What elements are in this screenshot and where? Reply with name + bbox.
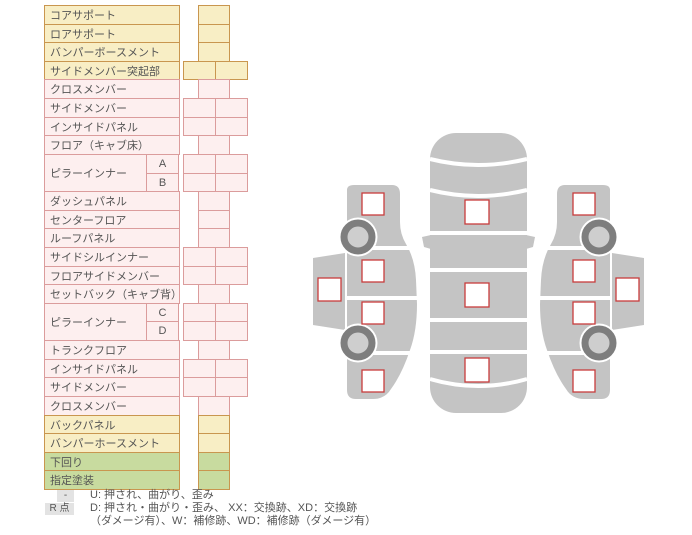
part-label: サイドシルインナー [44, 247, 180, 267]
hood-line [429, 188, 528, 198]
part-sublabel: D [146, 321, 179, 341]
right-rear-door-marker[interactable] [572, 301, 596, 325]
front-bumper-line [429, 157, 528, 167]
part-label: サイドメンバー [44, 377, 180, 397]
value-cell[interactable] [198, 228, 230, 248]
left-front-door-marker[interactable] [361, 259, 385, 283]
legend-text: U: 押され、曲がり、歪み [90, 489, 214, 501]
part-label: 指定塗装 [44, 470, 180, 490]
value-cell[interactable] [183, 247, 216, 267]
legend-text: （ダメージ有）、W：補修跡、WD：補修跡（ダメージ有） [90, 515, 377, 527]
value-cell[interactable] [215, 117, 248, 136]
top-hood-marker[interactable] [464, 199, 490, 225]
left-mirror [422, 235, 431, 249]
value-cell[interactable] [183, 266, 216, 285]
value-cell[interactable] [198, 433, 230, 453]
car-diagram [300, 133, 660, 413]
top-trunk-marker[interactable] [464, 357, 490, 383]
right-fender-marker[interactable] [572, 192, 596, 216]
value-cell[interactable] [215, 154, 248, 174]
value-cell[interactable] [198, 42, 230, 62]
value-cell[interactable] [183, 321, 216, 341]
part-label: センターフロア [44, 210, 180, 229]
part-sublabel: B [146, 173, 179, 192]
value-cell[interactable] [183, 98, 216, 118]
value-cell[interactable] [198, 24, 230, 43]
part-label: サイドメンバー突起部 [44, 61, 180, 80]
value-cell[interactable] [183, 303, 216, 322]
value-cell[interactable] [215, 359, 248, 378]
part-label: バンパーホースメント [44, 433, 180, 453]
part-label: フロア（キャブ床） [44, 135, 180, 155]
part-label: インサイドパネル [44, 359, 180, 378]
value-cell[interactable] [183, 377, 216, 397]
value-cell[interactable] [215, 98, 248, 118]
left-rear-door-marker[interactable] [361, 301, 385, 325]
part-label: ピラーインナー [44, 154, 147, 192]
part-label: サイドメンバー [44, 98, 180, 118]
value-cell[interactable] [198, 396, 230, 416]
right-mirror [526, 235, 535, 249]
value-cell[interactable] [198, 470, 230, 490]
value-cell[interactable] [198, 79, 230, 99]
left-fender-marker[interactable] [361, 192, 385, 216]
value-cell[interactable] [183, 173, 216, 192]
legend-badge-rpoint: R 点 [45, 503, 74, 515]
part-label: インサイドパネル [44, 117, 180, 136]
legend-row: R 点 D: 押され・曲がり・歪み、 XX：交換跡、XD：交換跡 [0, 502, 450, 515]
value-cell[interactable] [215, 61, 248, 80]
part-label: セットバック（キャブ背） [44, 284, 182, 304]
value-cell[interactable] [198, 284, 230, 304]
part-label: クロスメンバー [44, 396, 180, 416]
right-front-door-marker[interactable] [572, 259, 596, 283]
legend-badge-dash: - [57, 490, 74, 502]
right-roof-side-marker[interactable] [615, 277, 640, 302]
part-sublabel: C [146, 303, 179, 322]
value-cell[interactable] [198, 135, 230, 155]
value-cell[interactable] [198, 340, 230, 360]
value-cell[interactable] [215, 247, 248, 267]
value-cell[interactable] [183, 359, 216, 378]
right-quarter-marker[interactable] [572, 369, 596, 393]
part-label: バックパネル [44, 415, 180, 434]
value-cell[interactable] [183, 61, 216, 80]
top-roof-marker[interactable] [464, 282, 490, 308]
part-label: ルーフパネル [44, 228, 180, 248]
part-label: ピラーインナー [44, 303, 147, 341]
legend-row: - U: 押され、曲がり、歪み [0, 489, 450, 502]
part-label: バンパーボースメント [44, 42, 180, 62]
value-cell[interactable] [198, 5, 230, 25]
value-cell[interactable] [198, 452, 230, 471]
left-quarter-marker[interactable] [361, 369, 385, 393]
legend: - U: 押され、曲がり、歪み R 点 D: 押され・曲がり・歪み、 XX：交換… [0, 489, 450, 528]
value-cell[interactable] [215, 173, 248, 192]
value-cell[interactable] [198, 210, 230, 229]
value-cell[interactable] [215, 377, 248, 397]
part-sublabel: A [146, 154, 179, 174]
value-cell[interactable] [215, 266, 248, 285]
part-label: ロアサポート [44, 24, 180, 43]
value-cell[interactable] [198, 191, 230, 211]
value-cell[interactable] [215, 303, 248, 322]
part-label: クロスメンバー [44, 79, 180, 99]
part-label: ダッシュパネル [44, 191, 180, 211]
value-cell[interactable] [198, 415, 230, 434]
part-label: コアサポート [44, 5, 180, 25]
part-label: 下回り [44, 452, 180, 471]
top-view-body [430, 133, 527, 413]
value-cell[interactable] [183, 154, 216, 174]
left-roof-side-marker[interactable] [317, 277, 342, 302]
rear-bumper-line [429, 377, 528, 388]
legend-row: （ダメージ有）、W：補修跡、WD：補修跡（ダメージ有） [0, 515, 450, 528]
part-label: フロアサイドメンバー [44, 266, 180, 285]
value-cell[interactable] [183, 117, 216, 136]
part-label: トランクフロア [44, 340, 180, 360]
value-cell[interactable] [215, 321, 248, 341]
legend-text: D: 押され・曲がり・歪み、 XX：交換跡、XD：交換跡 [90, 502, 358, 514]
